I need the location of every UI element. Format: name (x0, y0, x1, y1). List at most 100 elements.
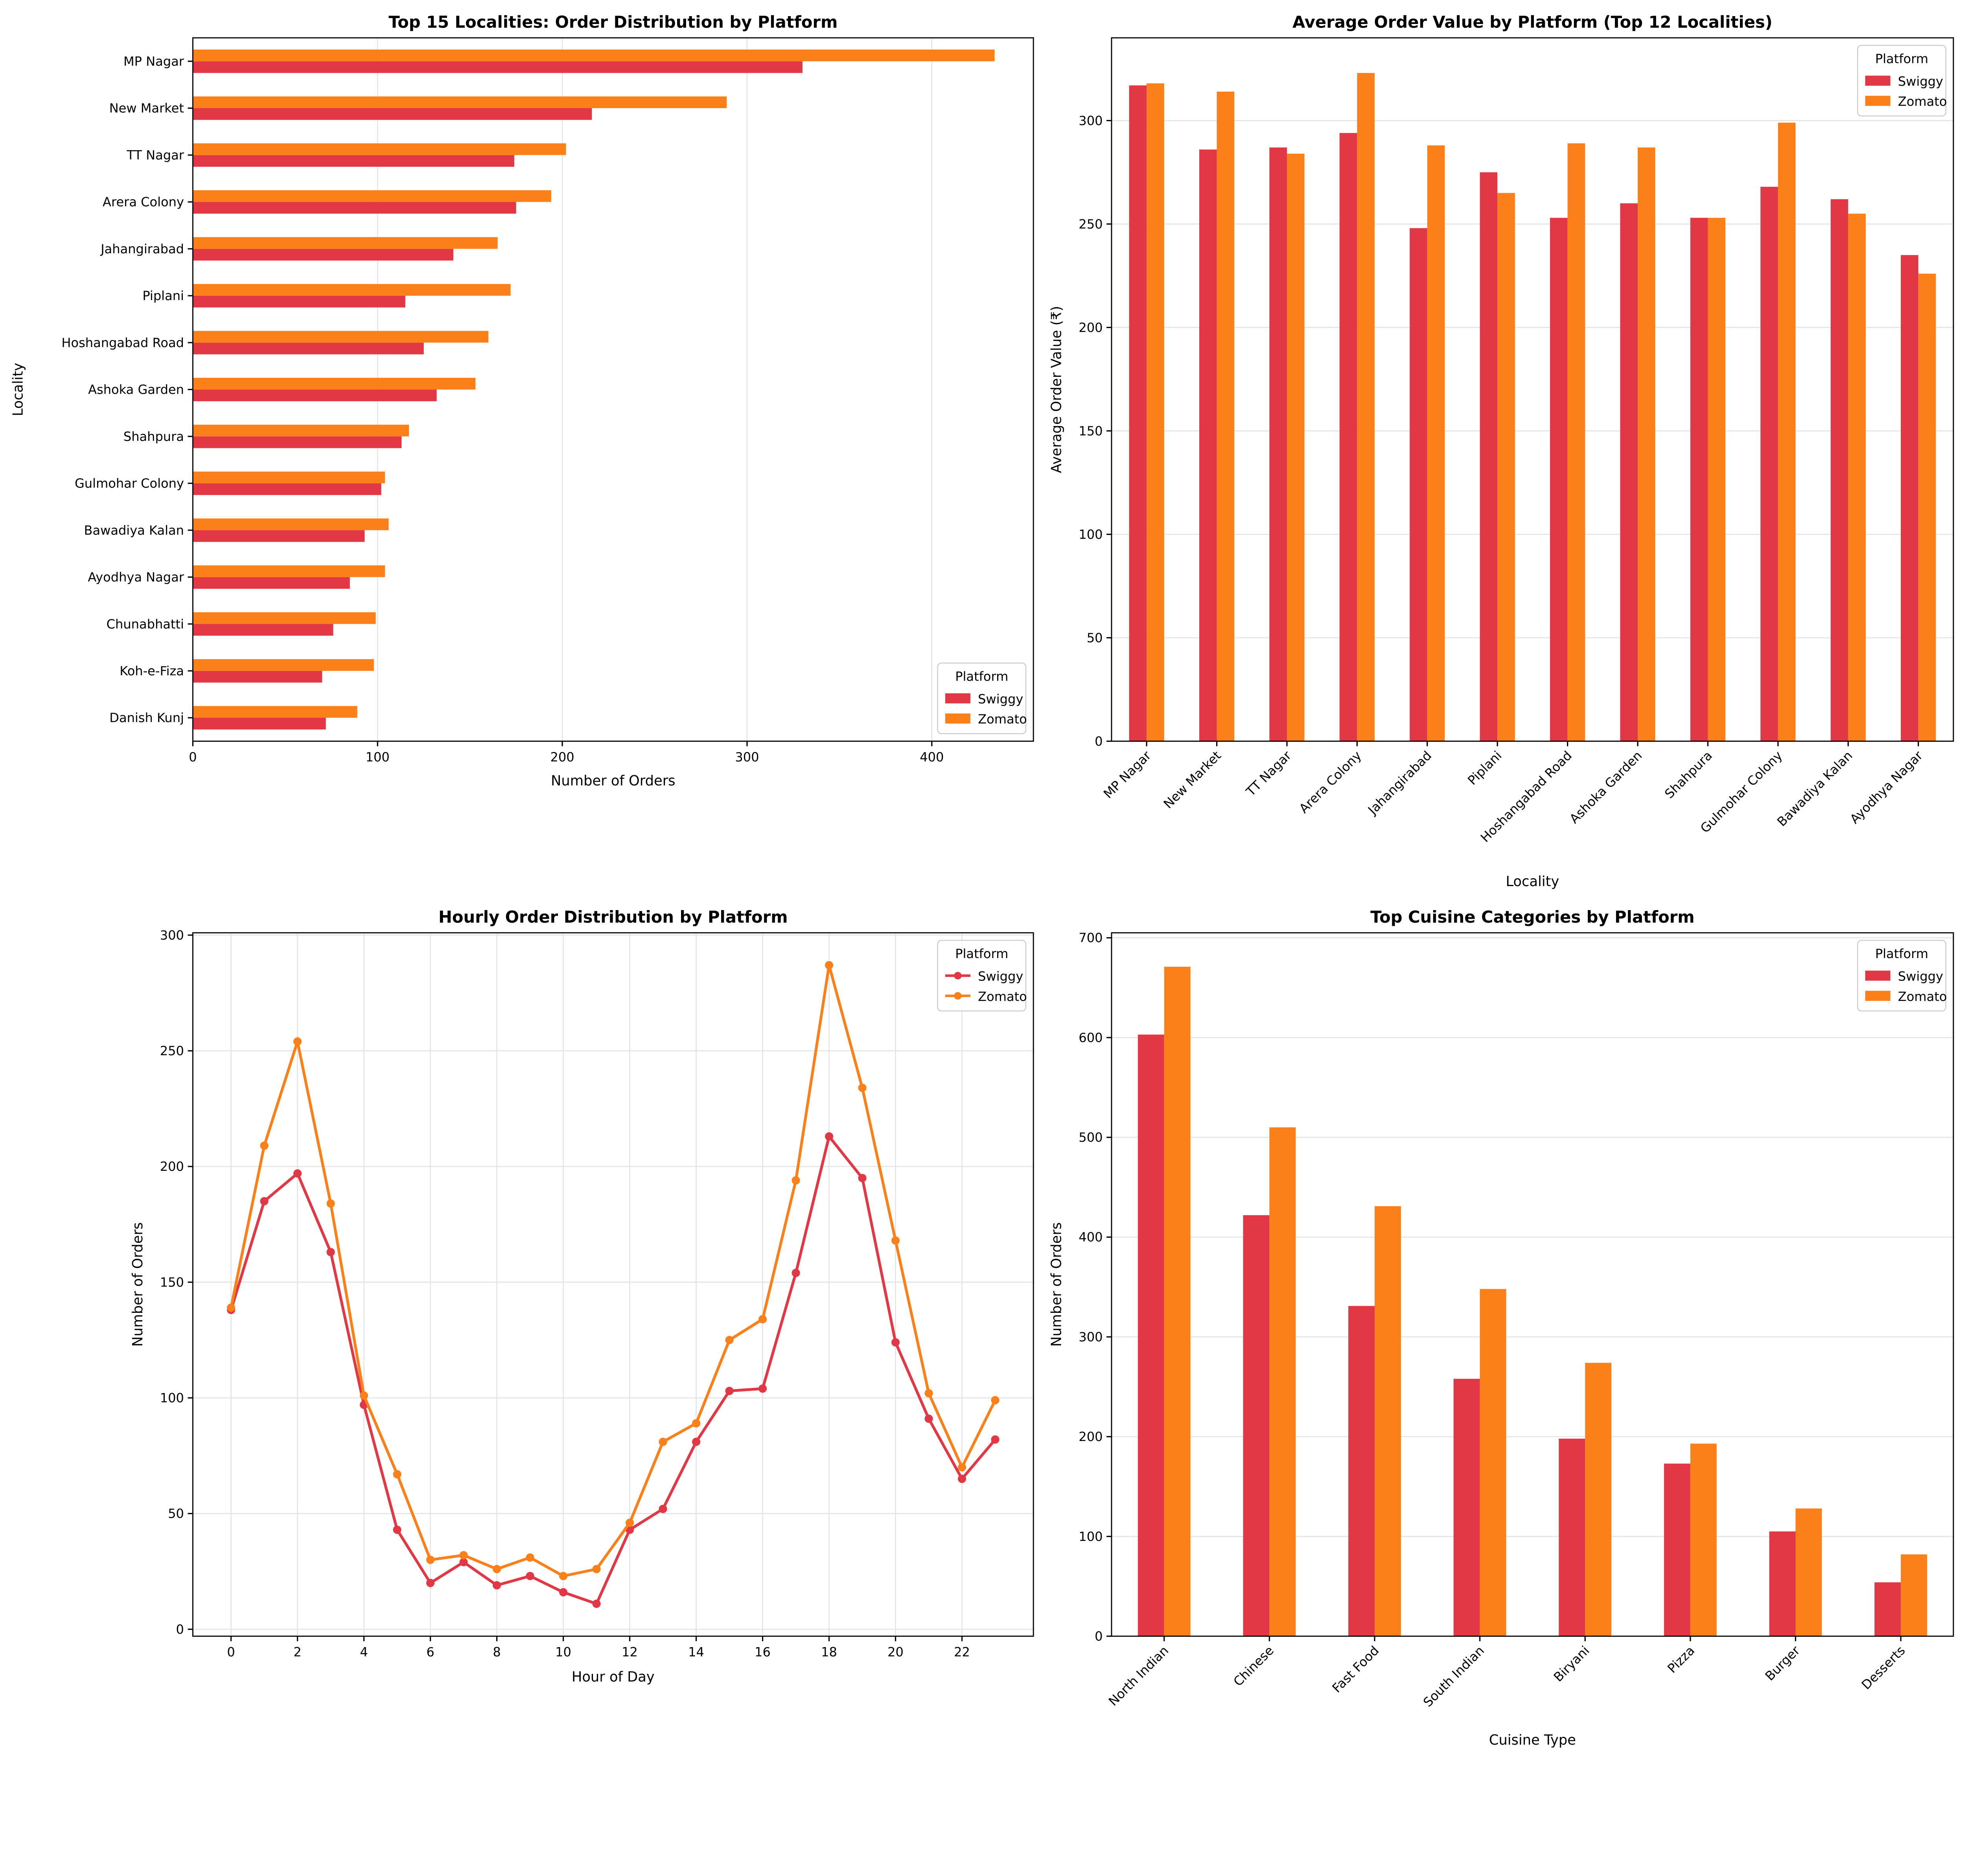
x-tick-label: 14 (688, 1645, 704, 1660)
y-tick-label: Chunabhatti (107, 617, 184, 632)
point-zomato (792, 1176, 800, 1185)
point-zomato (293, 1037, 302, 1046)
bar-swiggy (1410, 228, 1427, 741)
bar-zomato (1708, 217, 1726, 741)
y-tick-label: Ashoka Garden (88, 382, 184, 397)
point-swiggy (692, 1437, 701, 1446)
bar-swiggy (1348, 1306, 1375, 1636)
point-zomato (393, 1470, 401, 1479)
chart-hourly-orders: 0 2 4 6 8 10 12 14 16 18 20 22 0 50 100 150 200 250 300 Hou… (130, 907, 1034, 1685)
x-tick-label: 20 (887, 1645, 904, 1660)
chart-title: Top Cuisine Categories by Platform (1370, 907, 1694, 927)
bar-zomato (1164, 967, 1191, 1636)
legend-swatch-zomato (1865, 96, 1891, 106)
legend-label: Zomato (978, 989, 1027, 1004)
bar-zomato (193, 612, 376, 624)
point-zomato (459, 1551, 468, 1559)
point-swiggy (293, 1169, 302, 1178)
x-tick-label: Biryani (1551, 1643, 1592, 1684)
bar-swiggy (193, 530, 365, 542)
plot-frame (1111, 932, 1954, 1637)
point-swiggy (659, 1505, 667, 1513)
bar-zomato (1269, 1127, 1296, 1636)
bar-swiggy (1559, 1438, 1585, 1636)
chart-title: Hourly Order Distribution by Platform (438, 907, 788, 927)
y-axis-label: Locality (10, 363, 26, 416)
point-swiggy (792, 1269, 800, 1277)
y-tick-label: 0 (176, 1622, 184, 1637)
legend-swatch-swiggy (945, 693, 970, 704)
legend-title: Platform (955, 946, 1008, 961)
x-tick-label: Ashoka Garden (1567, 748, 1645, 826)
x-tick-label: 300 (735, 750, 759, 765)
y-tick-label: 300 (1079, 113, 1103, 128)
legend-label: Swiggy (1898, 74, 1943, 89)
legend-title: Platform (1875, 51, 1928, 66)
y-tick-label: 0 (1095, 734, 1103, 749)
x-tick-label: TT Nagar (1243, 748, 1294, 799)
x-tick-label: New Market (1161, 748, 1224, 811)
x-tick-label: 8 (493, 1645, 501, 1660)
bar-zomato (1287, 153, 1305, 741)
point-swiggy (492, 1581, 501, 1590)
point-zomato (526, 1553, 534, 1562)
bar-swiggy (193, 624, 333, 636)
point-swiggy (426, 1579, 435, 1587)
point-zomato (559, 1572, 568, 1580)
legend-label: Swiggy (978, 969, 1023, 984)
y-tick-label: 500 (1079, 1130, 1103, 1145)
point-zomato (725, 1336, 734, 1344)
bar-swiggy (193, 343, 424, 354)
chart-avg-order-value: 0 50 100 150 200 250 300 MP Nagar New Market TT N… (1049, 13, 1954, 890)
point-swiggy (725, 1387, 734, 1395)
bar-swiggy (1269, 147, 1287, 741)
point-zomato (592, 1565, 601, 1574)
y-tick-label: 400 (1079, 1230, 1103, 1245)
x-tick-label: 400 (920, 750, 944, 765)
chart-title: Top 15 Localities: Order Distribution by… (388, 13, 838, 32)
y-tick-label: 200 (1079, 320, 1103, 335)
point-swiggy (825, 1132, 834, 1141)
bar-zomato (193, 190, 551, 202)
point-swiggy (526, 1572, 534, 1580)
bar-zomato (1795, 1508, 1822, 1636)
bar-zomato (193, 378, 476, 390)
y-tick-label: Jahangirabad (100, 241, 184, 256)
point-zomato (326, 1199, 335, 1208)
x-tick-label: Bawadiya Kalan (1774, 748, 1856, 829)
y-tick-label: 300 (160, 928, 184, 943)
point-swiggy (891, 1338, 900, 1347)
point-swiggy (957, 1474, 966, 1483)
bar-zomato (1848, 214, 1866, 741)
y-tick-label: New Market (109, 101, 184, 116)
y-tick-label: Piplani (142, 288, 184, 303)
bar-zomato (1357, 73, 1375, 741)
y-tick-label: Gulmohar Colony (75, 476, 184, 491)
x-tick-label: Chinese (1230, 1643, 1276, 1689)
x-tick-label: Pizza (1664, 1643, 1697, 1676)
x-tick-label: 12 (622, 1645, 638, 1660)
x-tick-label: 6 (426, 1645, 434, 1660)
bar-zomato (1690, 1443, 1717, 1636)
bar-swiggy (193, 61, 803, 73)
x-tick-label: Jahangirabad (1364, 748, 1434, 818)
legend-marker (954, 992, 962, 1000)
y-tick-label: 100 (160, 1391, 184, 1406)
bar-swiggy (1620, 203, 1638, 741)
x-tick-label: 0 (189, 750, 197, 765)
y-tick-label: 50 (1087, 630, 1103, 645)
point-swiggy (260, 1197, 269, 1205)
y-tick-label: 200 (160, 1159, 184, 1174)
bar-zomato (1217, 91, 1235, 741)
point-zomato (260, 1141, 269, 1150)
x-tick-label: Arera Colony (1296, 748, 1364, 816)
bar-zomato (193, 331, 489, 343)
y-tick-label: Koh-e-Fiza (120, 663, 184, 678)
point-zomato (625, 1518, 634, 1527)
chart-cuisine-orders: 0 100 200 300 400 500 600 700 North Indian Chines… (1049, 907, 1954, 1748)
x-tick-label: Burger (1762, 1643, 1803, 1684)
bar-swiggy (1769, 1531, 1796, 1636)
bar-swiggy (193, 436, 402, 448)
x-tick-label: Ayodhya Nagar (1847, 748, 1926, 826)
